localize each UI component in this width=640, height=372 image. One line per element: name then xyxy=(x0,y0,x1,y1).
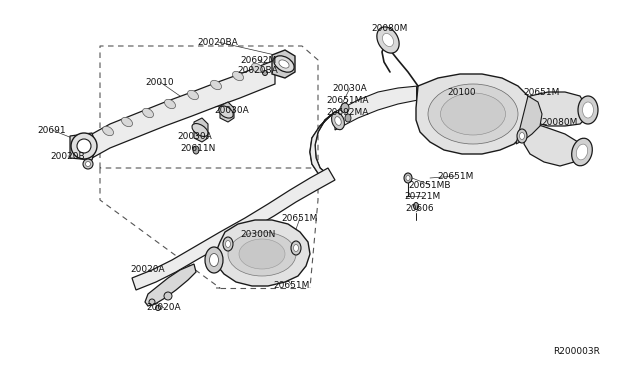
Text: 20020BA: 20020BA xyxy=(237,65,278,74)
Ellipse shape xyxy=(428,84,518,144)
Polygon shape xyxy=(272,50,295,78)
Text: 20100: 20100 xyxy=(448,87,476,96)
Ellipse shape xyxy=(193,146,199,154)
Text: 20651M: 20651M xyxy=(524,87,560,96)
Ellipse shape xyxy=(274,56,294,72)
Ellipse shape xyxy=(252,63,262,73)
Polygon shape xyxy=(416,74,532,154)
Ellipse shape xyxy=(404,173,412,183)
Ellipse shape xyxy=(341,103,349,113)
Ellipse shape xyxy=(211,80,221,90)
Ellipse shape xyxy=(102,126,113,136)
Text: 20030A: 20030A xyxy=(333,83,367,93)
Text: 20692MA: 20692MA xyxy=(327,108,369,116)
Ellipse shape xyxy=(71,133,97,159)
Text: 20721M: 20721M xyxy=(404,192,440,201)
Text: 20651MB: 20651MB xyxy=(409,180,451,189)
Polygon shape xyxy=(516,96,542,144)
Text: 20651MA: 20651MA xyxy=(327,96,369,105)
Text: 20692M: 20692M xyxy=(240,55,276,64)
Ellipse shape xyxy=(77,139,91,153)
Polygon shape xyxy=(524,122,580,166)
Ellipse shape xyxy=(228,232,296,276)
Ellipse shape xyxy=(164,99,175,109)
Ellipse shape xyxy=(383,33,394,46)
Ellipse shape xyxy=(291,241,301,255)
Text: 20691: 20691 xyxy=(38,125,67,135)
Text: 20651M: 20651M xyxy=(438,171,474,180)
Ellipse shape xyxy=(223,237,233,251)
Ellipse shape xyxy=(345,114,351,122)
Text: 20030A: 20030A xyxy=(178,131,212,141)
Polygon shape xyxy=(132,168,335,290)
Ellipse shape xyxy=(262,71,268,76)
Ellipse shape xyxy=(188,90,198,100)
Ellipse shape xyxy=(143,108,154,118)
Polygon shape xyxy=(216,220,310,286)
Ellipse shape xyxy=(406,176,410,180)
Ellipse shape xyxy=(413,202,419,209)
Ellipse shape xyxy=(192,124,208,137)
Text: 20611N: 20611N xyxy=(180,144,216,153)
Polygon shape xyxy=(528,92,586,126)
Text: 20020BA: 20020BA xyxy=(198,38,238,46)
Polygon shape xyxy=(145,264,196,306)
Ellipse shape xyxy=(520,132,525,140)
Text: 20651M: 20651M xyxy=(282,214,318,222)
Text: 20010: 20010 xyxy=(146,77,174,87)
Polygon shape xyxy=(310,112,335,180)
Ellipse shape xyxy=(576,144,588,160)
Ellipse shape xyxy=(156,305,161,311)
Polygon shape xyxy=(194,118,208,142)
Polygon shape xyxy=(220,102,234,122)
Polygon shape xyxy=(92,60,275,158)
Text: 20080M: 20080M xyxy=(372,23,408,32)
Ellipse shape xyxy=(164,292,172,300)
Ellipse shape xyxy=(205,247,223,273)
Ellipse shape xyxy=(517,129,527,143)
Ellipse shape xyxy=(122,117,132,127)
Text: 20651M: 20651M xyxy=(274,282,310,291)
Ellipse shape xyxy=(578,96,598,124)
Text: 20030A: 20030A xyxy=(214,106,250,115)
Ellipse shape xyxy=(225,241,230,247)
Ellipse shape xyxy=(149,299,155,305)
Ellipse shape xyxy=(239,239,285,269)
Ellipse shape xyxy=(232,71,243,81)
Ellipse shape xyxy=(335,117,341,125)
Ellipse shape xyxy=(332,112,344,130)
Polygon shape xyxy=(335,86,418,130)
Ellipse shape xyxy=(572,138,592,166)
Ellipse shape xyxy=(377,27,399,53)
Text: 20020A: 20020A xyxy=(131,266,165,275)
Ellipse shape xyxy=(279,60,289,68)
Text: 20606: 20606 xyxy=(406,203,435,212)
Text: 20300N: 20300N xyxy=(240,230,276,238)
Ellipse shape xyxy=(209,253,218,266)
Text: 20020B: 20020B xyxy=(51,151,85,160)
Text: 20080M: 20080M xyxy=(542,118,578,126)
Text: 20020A: 20020A xyxy=(147,304,181,312)
Ellipse shape xyxy=(294,244,298,251)
Ellipse shape xyxy=(219,106,233,118)
Ellipse shape xyxy=(582,102,593,118)
Ellipse shape xyxy=(83,159,93,169)
Text: R200003R: R200003R xyxy=(553,347,600,356)
Polygon shape xyxy=(70,133,96,160)
Ellipse shape xyxy=(86,161,90,167)
Ellipse shape xyxy=(440,93,506,135)
